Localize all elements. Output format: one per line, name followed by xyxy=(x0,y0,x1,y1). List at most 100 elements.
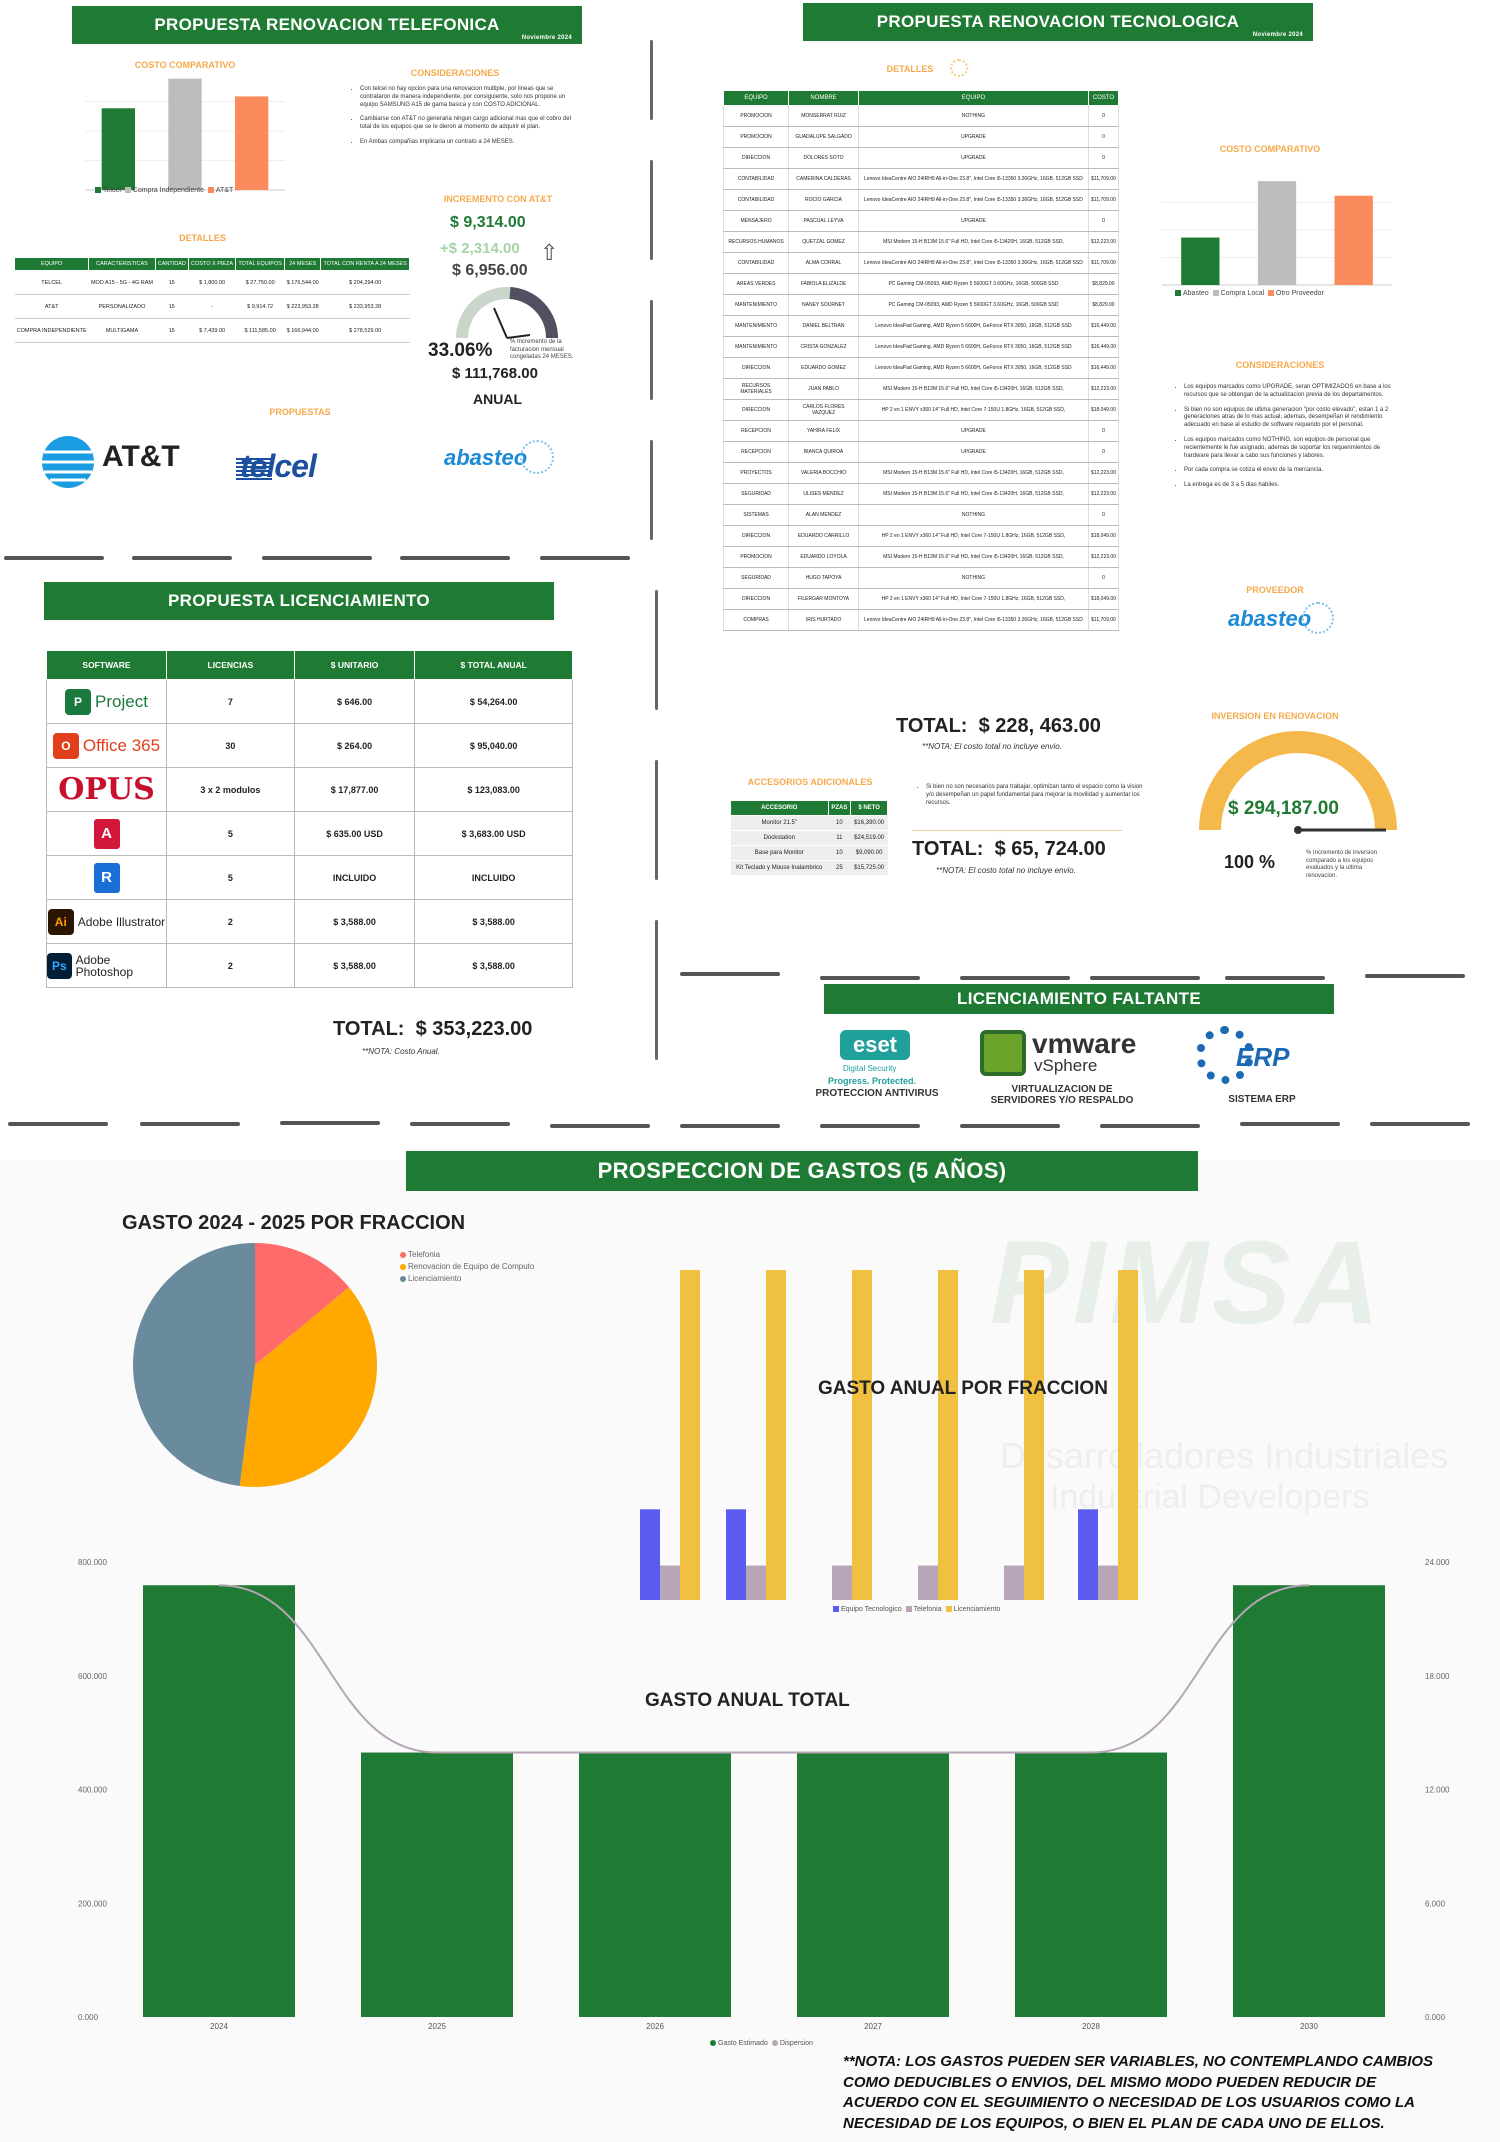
tel-inc-add: +$ 2,314.00 xyxy=(440,240,520,257)
table-cell: Lenovo IdeaPad Gaming, AMD Ryzen 5 6600H… xyxy=(857,315,1089,337)
tec-proveedor-logo: abasteo xyxy=(1228,606,1312,631)
legend-label: Licenciamiento xyxy=(408,1274,462,1283)
table-cell: UPGRADE xyxy=(857,441,1089,463)
vmware-tagline: vSphere xyxy=(1034,1056,1098,1075)
table-row: COMPRAS IRIS HURTADO Lenovo IdeaCentre AIO… xyxy=(722,609,1120,631)
table-cell: $8,829.00 xyxy=(1087,273,1120,295)
tec-inversion-pct: 100 % xyxy=(1224,852,1276,872)
table-cell: RECURSOS HUMANOS xyxy=(722,231,790,253)
project-icon: P xyxy=(65,688,92,715)
table-cell: CONTABILIDAD xyxy=(722,189,790,211)
table-header-cell: CANTIDAD xyxy=(154,257,189,271)
table-cell: 15 xyxy=(155,294,189,319)
prospeccion-banner: PROSPECCION DE GASTOS (5 AÑOS) xyxy=(406,1151,1198,1191)
licencias-cell: 30 xyxy=(166,723,295,768)
table-cell: MENSAJERO xyxy=(722,210,790,232)
tel-details-table: EQUIPO CARACTERISTICAS CANTIDAD COSTO X PIE… xyxy=(13,257,410,343)
table-cell: $12,223.00 xyxy=(1087,462,1120,484)
table-cell: HUGO TAPOYA xyxy=(788,567,859,589)
table-cell: 0 xyxy=(1087,210,1120,232)
table-header-cell: CARACTERISTICAS xyxy=(88,257,156,271)
licenciamiento-title: PROPUESTA LICENCIAMIENTO xyxy=(168,591,430,610)
table-cell: DANIEL BELTRAN xyxy=(788,315,859,337)
total-bar xyxy=(797,1752,949,2017)
table-cell: TELCEL xyxy=(14,270,89,295)
legend-label: Telefonia xyxy=(913,1606,942,1613)
total-bar xyxy=(1233,1585,1385,2017)
table-cell: $ 278,529.00 xyxy=(320,318,410,343)
tec-proveedor-title: PROVEEDOR xyxy=(1246,585,1304,595)
tec-consideracion-item: Los equipos marcados como UPGRADE, seran… xyxy=(1184,384,1391,400)
table-cell: SEGURIDAD xyxy=(722,567,790,589)
x-tick-label: 2028 xyxy=(1082,2022,1100,2031)
tecnologica-date: Noviembre 2024 xyxy=(1252,32,1303,38)
table-cell: $11,709.00 xyxy=(1087,168,1120,190)
att-logo xyxy=(40,434,96,495)
table-cell: YAHIRA FELIX xyxy=(788,420,859,442)
table-cell: PC Gaming CM-05093, AMD Ryzen 5 5600GT 3… xyxy=(857,273,1089,295)
table-cell: $18,049.00 xyxy=(1087,588,1120,610)
revit-lt-icon: R LT xyxy=(93,862,120,916)
table-cell: RECEPCION xyxy=(722,441,790,463)
software-cell: Ps Adobe Photoshop xyxy=(46,943,167,988)
table-header-cell: SOFTWARE xyxy=(46,650,167,680)
table-row: OPUS 3 x 2 modulos $ 17,877.00 $ 123,083.00 xyxy=(46,767,573,812)
tec-chart-legend: Abasteo Compra Local Otro Proveedor xyxy=(1175,290,1405,299)
table-row: CONTABILIDAD ALMA CORRAL Lenovo IdeaCentre… xyxy=(722,252,1120,274)
table-cell: Monitor 21.5" xyxy=(730,815,829,831)
table-cell: $12,223.00 xyxy=(1087,378,1120,400)
table-cell: CAMERINA CALDERAS xyxy=(788,168,859,190)
tec-total: TOTAL: $ 228, 463.00 xyxy=(896,715,1101,738)
table-cell: MANTENIMIENTO xyxy=(722,315,790,337)
table-cell: 15 xyxy=(155,270,189,295)
total-title: GASTO ANUAL TOTAL xyxy=(645,1690,850,1711)
lic-total: TOTAL: $ 353,223.00 xyxy=(333,1018,532,1041)
table-cell: $ 111,585.00 xyxy=(235,318,285,343)
legend-label: Equipo Tecnologico xyxy=(841,1606,902,1613)
table-cell: NANEY SOURNET xyxy=(788,294,859,316)
table-cell: $16,449.00 xyxy=(1087,357,1120,379)
tec-equipment-table: EQUIPO NOMBRE EQUIPO COSTO PROMOCION MONSERRA… xyxy=(722,90,1120,631)
software-logo: Ai Adobe Illustrator xyxy=(47,908,166,935)
telcel-stripes-icon xyxy=(236,458,272,480)
table-cell: $ 176,544.00 xyxy=(284,270,321,295)
illustrator-icon: Ai xyxy=(47,908,74,935)
table-cell: PROMOCION xyxy=(722,105,790,127)
total-bar xyxy=(1015,1752,1167,2017)
tec-acc-note: Si bien no son necesarios para trabajar,… xyxy=(918,784,1143,814)
table-cell: AREAS VERDES xyxy=(722,273,790,295)
table-cell: $ 1,800.00 xyxy=(188,270,236,295)
table-cell: 25 xyxy=(828,860,851,876)
table-cell: DIRECCION xyxy=(722,147,790,169)
tec-chart-bar xyxy=(1334,195,1373,285)
fraction-bar xyxy=(766,1270,786,1600)
total-cell: $ 123,083.00 xyxy=(414,767,573,812)
tec-inversion-gauge xyxy=(1199,731,1397,834)
table-header-row: EQUIPO NOMBRE EQUIPO COSTO xyxy=(722,90,1120,106)
fraction-bar xyxy=(918,1565,938,1600)
table-header-cell: EQUIPO xyxy=(722,90,790,106)
eset-caption: PROTECCION ANTIVIRUS xyxy=(815,1088,939,1099)
table-cell: DIRECCION xyxy=(722,525,790,547)
software-logo: R LT xyxy=(47,862,166,916)
table-cell: $9,090.00 xyxy=(850,845,888,861)
tec-legend-2: Otro Proveedor xyxy=(1276,290,1324,297)
total-bar xyxy=(361,1752,513,2017)
table-cell: EDUARDO LOYOLA xyxy=(788,546,859,568)
frac-title: GASTO ANUAL POR FRACCION xyxy=(818,1378,1108,1399)
tec-consideracion-item: Por cada compra se cotiza el envio de la… xyxy=(1184,467,1391,475)
table-cell: FILERGAR MONTOYA xyxy=(788,588,859,610)
tel-propuestas-title: PROPUESTAS xyxy=(269,407,331,417)
table-cell: NOTHING xyxy=(857,105,1089,127)
table-row: A LT 5$ 635.00 USD$ 3,683.00 USD xyxy=(46,811,573,872)
table-cell: Lenovo IdeaCentre AIO 24IRH9 All-in-One … xyxy=(857,609,1089,631)
abasteo-logo-text: abasteo xyxy=(444,445,528,470)
tel-consideracion-item: En Ambas compañias implicaria un contrat… xyxy=(360,139,572,147)
software-logo: A LT xyxy=(47,818,166,872)
table-cell: 11 xyxy=(828,830,851,846)
table-header-row: SOFTWARE LICENCIAS $ UNITARIO $ TOTAL ANUAL xyxy=(46,650,573,680)
legend-swatch xyxy=(945,1606,952,1613)
fraction-bar xyxy=(852,1270,872,1600)
tec-inversion-value: $ 294,187.00 xyxy=(1228,798,1339,819)
table-cell: FABIOLA ELIZALDE xyxy=(788,273,859,295)
